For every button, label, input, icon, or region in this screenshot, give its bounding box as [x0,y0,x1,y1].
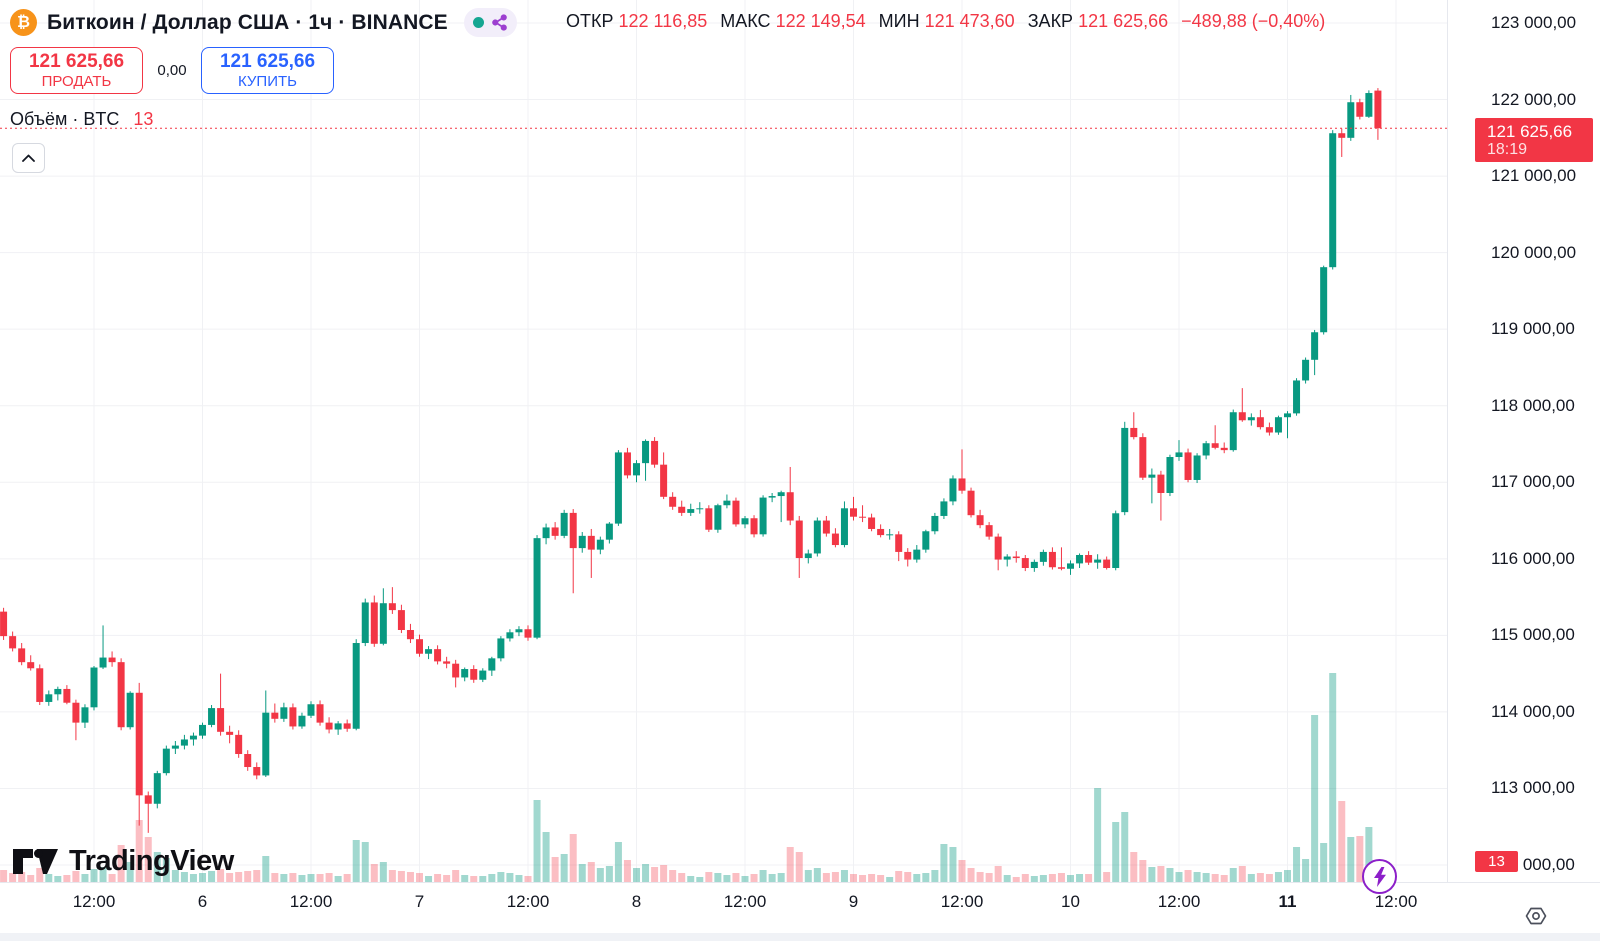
sell-label: ПРОДАТЬ [41,72,112,90]
time-axis-label: 10 [1061,892,1080,911]
buy-price: 121 625,66 [219,50,316,72]
buy-label: КУПИТЬ [237,72,297,90]
symbol-header: ₿ Биткоин / Доллар США · 1ч · BINANCE [10,8,517,37]
instant-trading-button[interactable] [1362,859,1397,894]
last-price-badge[interactable]: 121 625,66 18:19 [1475,118,1593,163]
time-axis[interactable]: 12:00 6 12:00 7 12:00 8 12:00 9 12:00 10 12:00 11 12… [0,882,1600,934]
timezone-settings-button[interactable] [1524,904,1548,928]
price-axis-label: 121 000,00 [1491,166,1577,186]
last-price-badge-price: 121 625,66 [1487,122,1573,142]
buy-button[interactable]: 121 625,66 КУПИТЬ [201,47,334,94]
collapse-pane-button[interactable] [12,143,45,173]
ohlc-readout: ОТКР 122 116,85 МАКС 122 149,54 МИН 121 … [566,11,1325,32]
time-axis-label: 12:00 [1374,892,1418,911]
tradingview-mark-icon [13,849,58,874]
volume-histogram [0,673,1382,882]
price-axis-label: 114 000,00 [1491,701,1575,721]
high-label: МАКС [720,11,771,31]
time-axis-label: 12:00 [723,892,767,911]
time-axis-label: 12:00 [289,892,333,911]
chevron-up-icon [22,154,35,162]
open-label: ОТКР [566,11,614,31]
lightning-icon [1373,866,1386,887]
tradingview-wordmark: TradingView [69,845,234,877]
gear-icon [1525,907,1547,925]
price-axis-label: 122 000,00 [1491,89,1577,109]
bottom-toolbar-edge [0,933,1600,941]
price-axis-label: 120 000,00 [1491,242,1577,262]
open-value: 122 116,85 [618,11,708,31]
price-axis-label: 123 000,00 [1491,13,1577,32]
time-axis-label: 12:00 [506,892,550,911]
trade-panel: 121 625,66 ПРОДАТЬ 0,00 121 625,66 КУПИТ… [10,47,334,94]
price-axis-label: 117 000,00 [1491,472,1575,492]
low-label: МИН [878,11,920,31]
price-axis-label: 113 000,00 [1491,778,1575,798]
time-axis-label: 6 [197,892,208,911]
time-axis-label: 9 [848,892,859,911]
price-axis-label: 119 000,00 [1491,319,1575,339]
time-axis-label: 12:00 [940,892,984,911]
symbol-title[interactable]: Биткоин / Доллар США · 1ч · BINANCE [47,10,448,34]
price-axis-label: 118 000,00 [1491,395,1575,415]
candles-layer [0,88,1382,833]
status-pill[interactable] [463,8,517,37]
volume-indicator-legend[interactable]: Объём · BTC 13 [10,109,153,130]
time-axis-label: 8 [631,892,642,911]
change-value: −489,88 (−0,40%) [1181,11,1326,31]
spread-value: 0,00 [157,62,187,79]
tradingview-logo[interactable]: TradingView [12,845,234,878]
low-value: 121 473,60 [924,11,1015,31]
volume-indicator-value: 13 [133,109,154,129]
market-open-dot-icon [472,17,484,28]
price-axis-label: 115 000,00 [1491,625,1575,645]
time-axis-label: 12:00 [72,892,116,911]
share-icon[interactable] [491,14,508,31]
time-axis-label: 7 [414,892,425,911]
time-axis-label: 11 [1278,892,1297,911]
high-value: 122 149,54 [775,11,866,31]
volume-indicator-label: Объём · BTC [10,109,120,129]
volume-axis-badge: 13 [1475,851,1518,872]
close-label: ЗАКР [1027,11,1074,31]
time-axis-label: 12:00 [1157,892,1201,911]
btc-logo-icon: ₿ [10,9,37,36]
close-value: 121 625,66 [1078,11,1169,31]
price-axis-label: 116 000,00 [1491,548,1575,568]
bar-countdown: 18:19 [1487,141,1528,159]
sell-button[interactable]: 121 625,66 ПРОДАТЬ [10,47,143,94]
sell-price: 121 625,66 [28,50,125,72]
